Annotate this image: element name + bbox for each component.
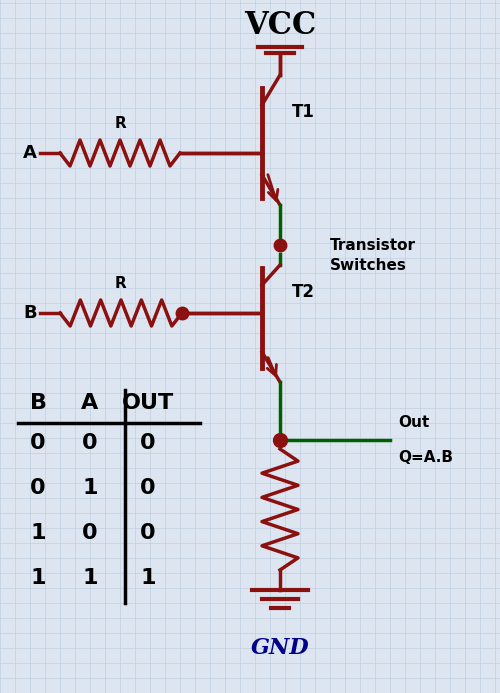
Text: 1: 1 <box>30 568 46 588</box>
Text: R: R <box>114 116 126 131</box>
Text: 0: 0 <box>140 478 156 498</box>
Text: 0: 0 <box>30 433 46 453</box>
Text: 1: 1 <box>30 523 46 543</box>
Text: VCC: VCC <box>244 10 316 41</box>
Text: Transistor: Transistor <box>330 238 416 252</box>
Text: T1: T1 <box>292 103 315 121</box>
Text: 1: 1 <box>82 478 98 498</box>
Text: Switches: Switches <box>330 258 407 272</box>
Text: 1: 1 <box>82 568 98 588</box>
Text: 0: 0 <box>140 523 156 543</box>
Text: 0: 0 <box>140 433 156 453</box>
Text: A: A <box>23 144 37 162</box>
Text: 1: 1 <box>140 568 156 588</box>
Text: B: B <box>30 393 46 413</box>
Text: 0: 0 <box>30 478 46 498</box>
Text: 0: 0 <box>82 433 98 453</box>
Text: R: R <box>115 276 127 291</box>
Text: Out: Out <box>398 415 429 430</box>
Text: A: A <box>82 393 98 413</box>
Text: B: B <box>24 304 37 322</box>
Text: T2: T2 <box>292 283 315 301</box>
Text: OUT: OUT <box>122 393 174 413</box>
Text: Q=A.B: Q=A.B <box>398 450 453 465</box>
Text: 0: 0 <box>82 523 98 543</box>
Text: GND: GND <box>250 637 310 659</box>
